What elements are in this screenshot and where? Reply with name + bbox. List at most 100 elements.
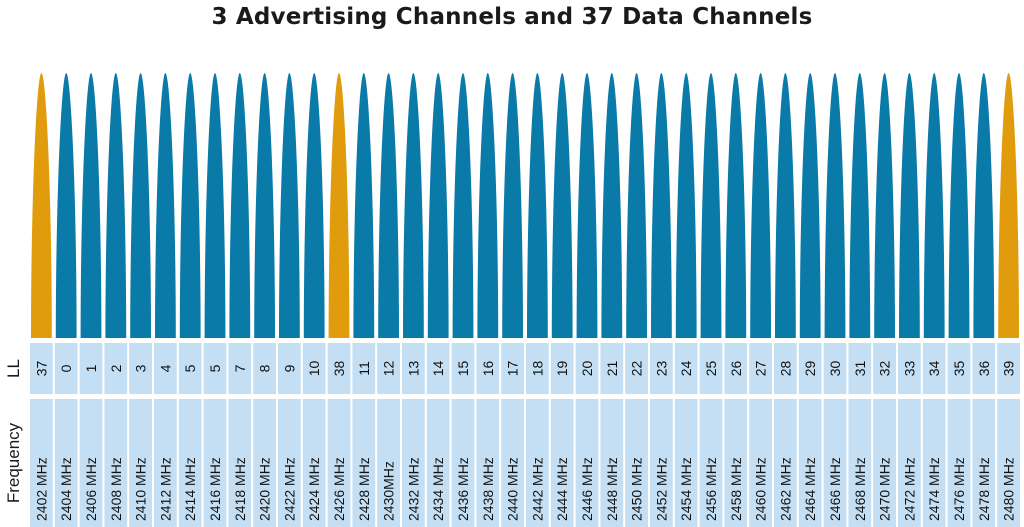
ll-cell [203, 343, 227, 394]
ll-row: 37 0 1 2 3 4 5 5 7 8 9 10 38 11 12 13 14 15 16 17 18 19 20 21 22… [30, 343, 1020, 394]
data-channel-peak-10 [303, 73, 325, 338]
frequency-value: 2462 MHz [777, 457, 793, 521]
frequency-cell [774, 399, 797, 527]
frequency-cell [575, 399, 599, 527]
frequency-value: 2456 MHz [703, 457, 719, 521]
frequency-value: 2434 MHz [430, 457, 446, 521]
data-channel-peak-1 [80, 73, 102, 338]
channel-peaks [31, 73, 1019, 338]
data-channel-peak-29 [799, 73, 821, 338]
data-channel-peak-28 [775, 73, 796, 338]
ll-cell [898, 343, 921, 394]
data-channel-peak-14 [427, 73, 449, 338]
ll-value: 0 [58, 364, 74, 372]
ll-cell [575, 343, 599, 394]
data-channel-peak-21 [601, 73, 623, 338]
frequency-cell [947, 399, 971, 527]
ll-cell [972, 343, 996, 394]
frequency-value: 2444 MHz [554, 457, 570, 521]
ll-cell [501, 343, 524, 394]
ll-value: 15 [455, 361, 471, 377]
frequency-value: 2478 MHz [976, 457, 992, 521]
ll-cell [625, 343, 648, 394]
frequency-cell [922, 399, 946, 527]
frequency-cell [798, 399, 822, 527]
ll-value: 1 [83, 364, 99, 372]
advertising-channel-peak-37 [31, 73, 52, 338]
ll-value: 26 [728, 361, 744, 377]
frequency-cell [129, 399, 152, 527]
ll-cell [674, 343, 698, 394]
data-channel-peak-11 [353, 73, 375, 338]
ll-value: 19 [554, 361, 570, 377]
data-channel-peak-17 [502, 73, 523, 338]
frequency-value: 2480 MHz [1001, 457, 1017, 521]
frequency-value: 2452 MHz [653, 457, 669, 521]
frequency-cell [823, 399, 847, 527]
ll-cell [352, 343, 376, 394]
frequency-cell [699, 399, 723, 527]
ll-value: 11 [356, 361, 372, 376]
ll-row-label: LL [4, 359, 23, 378]
frequency-cell [278, 399, 301, 527]
ll-value: 5 [182, 364, 198, 372]
ll-cell [774, 343, 797, 394]
ll-cell [922, 343, 946, 394]
ll-value: 3 [133, 364, 149, 372]
data-channel-peak-12 [378, 73, 399, 338]
data-channel-peak-34 [923, 73, 945, 338]
frequency-cell [997, 399, 1020, 527]
frequency-value: 2438 MHz [480, 457, 496, 521]
frequency-value: 2464 MHz [802, 457, 818, 521]
frequency-cell [749, 399, 772, 527]
ll-cell [253, 343, 276, 394]
frequency-cell [79, 399, 103, 527]
ll-value: 10 [306, 361, 322, 377]
frequency-cell [526, 399, 549, 527]
frequency-value: 2454 MHz [678, 457, 694, 521]
frequency-value: 2428 MHz [356, 457, 372, 521]
data-channel-peak-33 [899, 73, 920, 338]
ll-value: 18 [529, 361, 545, 377]
frequency-cell [327, 399, 351, 527]
frequency-cell [377, 399, 400, 527]
data-channel-peak-25 [700, 73, 722, 338]
frequency-value: 2458 MHz [728, 457, 744, 521]
ll-value: 35 [951, 361, 967, 377]
ll-value: 12 [381, 361, 397, 377]
frequency-value: 2424 MHz [306, 457, 322, 521]
data-channel-peak-8 [254, 73, 275, 338]
data-channel-peak-24 [675, 73, 697, 338]
frequency-value: 2402 MHz [33, 457, 49, 521]
ll-cell [798, 343, 822, 394]
frequency-value: 2476 MHz [951, 457, 967, 521]
frequency-cell [600, 399, 624, 527]
ll-value: 2 [108, 364, 124, 372]
frequency-cell [625, 399, 648, 527]
frequency-cell [848, 399, 872, 527]
frequency-value: 2460 MHz [753, 457, 769, 521]
frequency-value: 2422 MHz [281, 457, 297, 521]
data-channel-peak-35 [948, 73, 970, 338]
frequency-cell [352, 399, 376, 527]
ll-value: 34 [926, 361, 942, 377]
ll-value: 36 [976, 361, 992, 377]
data-channel-peak-15 [452, 73, 474, 338]
data-channel-peak-9 [279, 73, 300, 338]
ll-value: 33 [901, 361, 917, 377]
ll-value: 5 [207, 364, 223, 372]
ll-value: 32 [877, 361, 893, 377]
frequency-value: 2446 MHz [579, 457, 595, 521]
frequency-value: 2432 MHz [405, 457, 421, 521]
ll-value: 25 [703, 361, 719, 377]
ll-value: 30 [827, 361, 843, 377]
frequency-cell [724, 399, 748, 527]
ll-cell [178, 343, 202, 394]
data-channel-peak-16 [477, 73, 499, 338]
ll-cell [426, 343, 450, 394]
data-channel-peak-20 [576, 73, 598, 338]
data-channel-peak-5 [204, 73, 226, 338]
ll-value: 13 [405, 361, 421, 377]
frequency-value: 2408 MHz [108, 457, 124, 521]
ll-value: 20 [579, 361, 595, 377]
